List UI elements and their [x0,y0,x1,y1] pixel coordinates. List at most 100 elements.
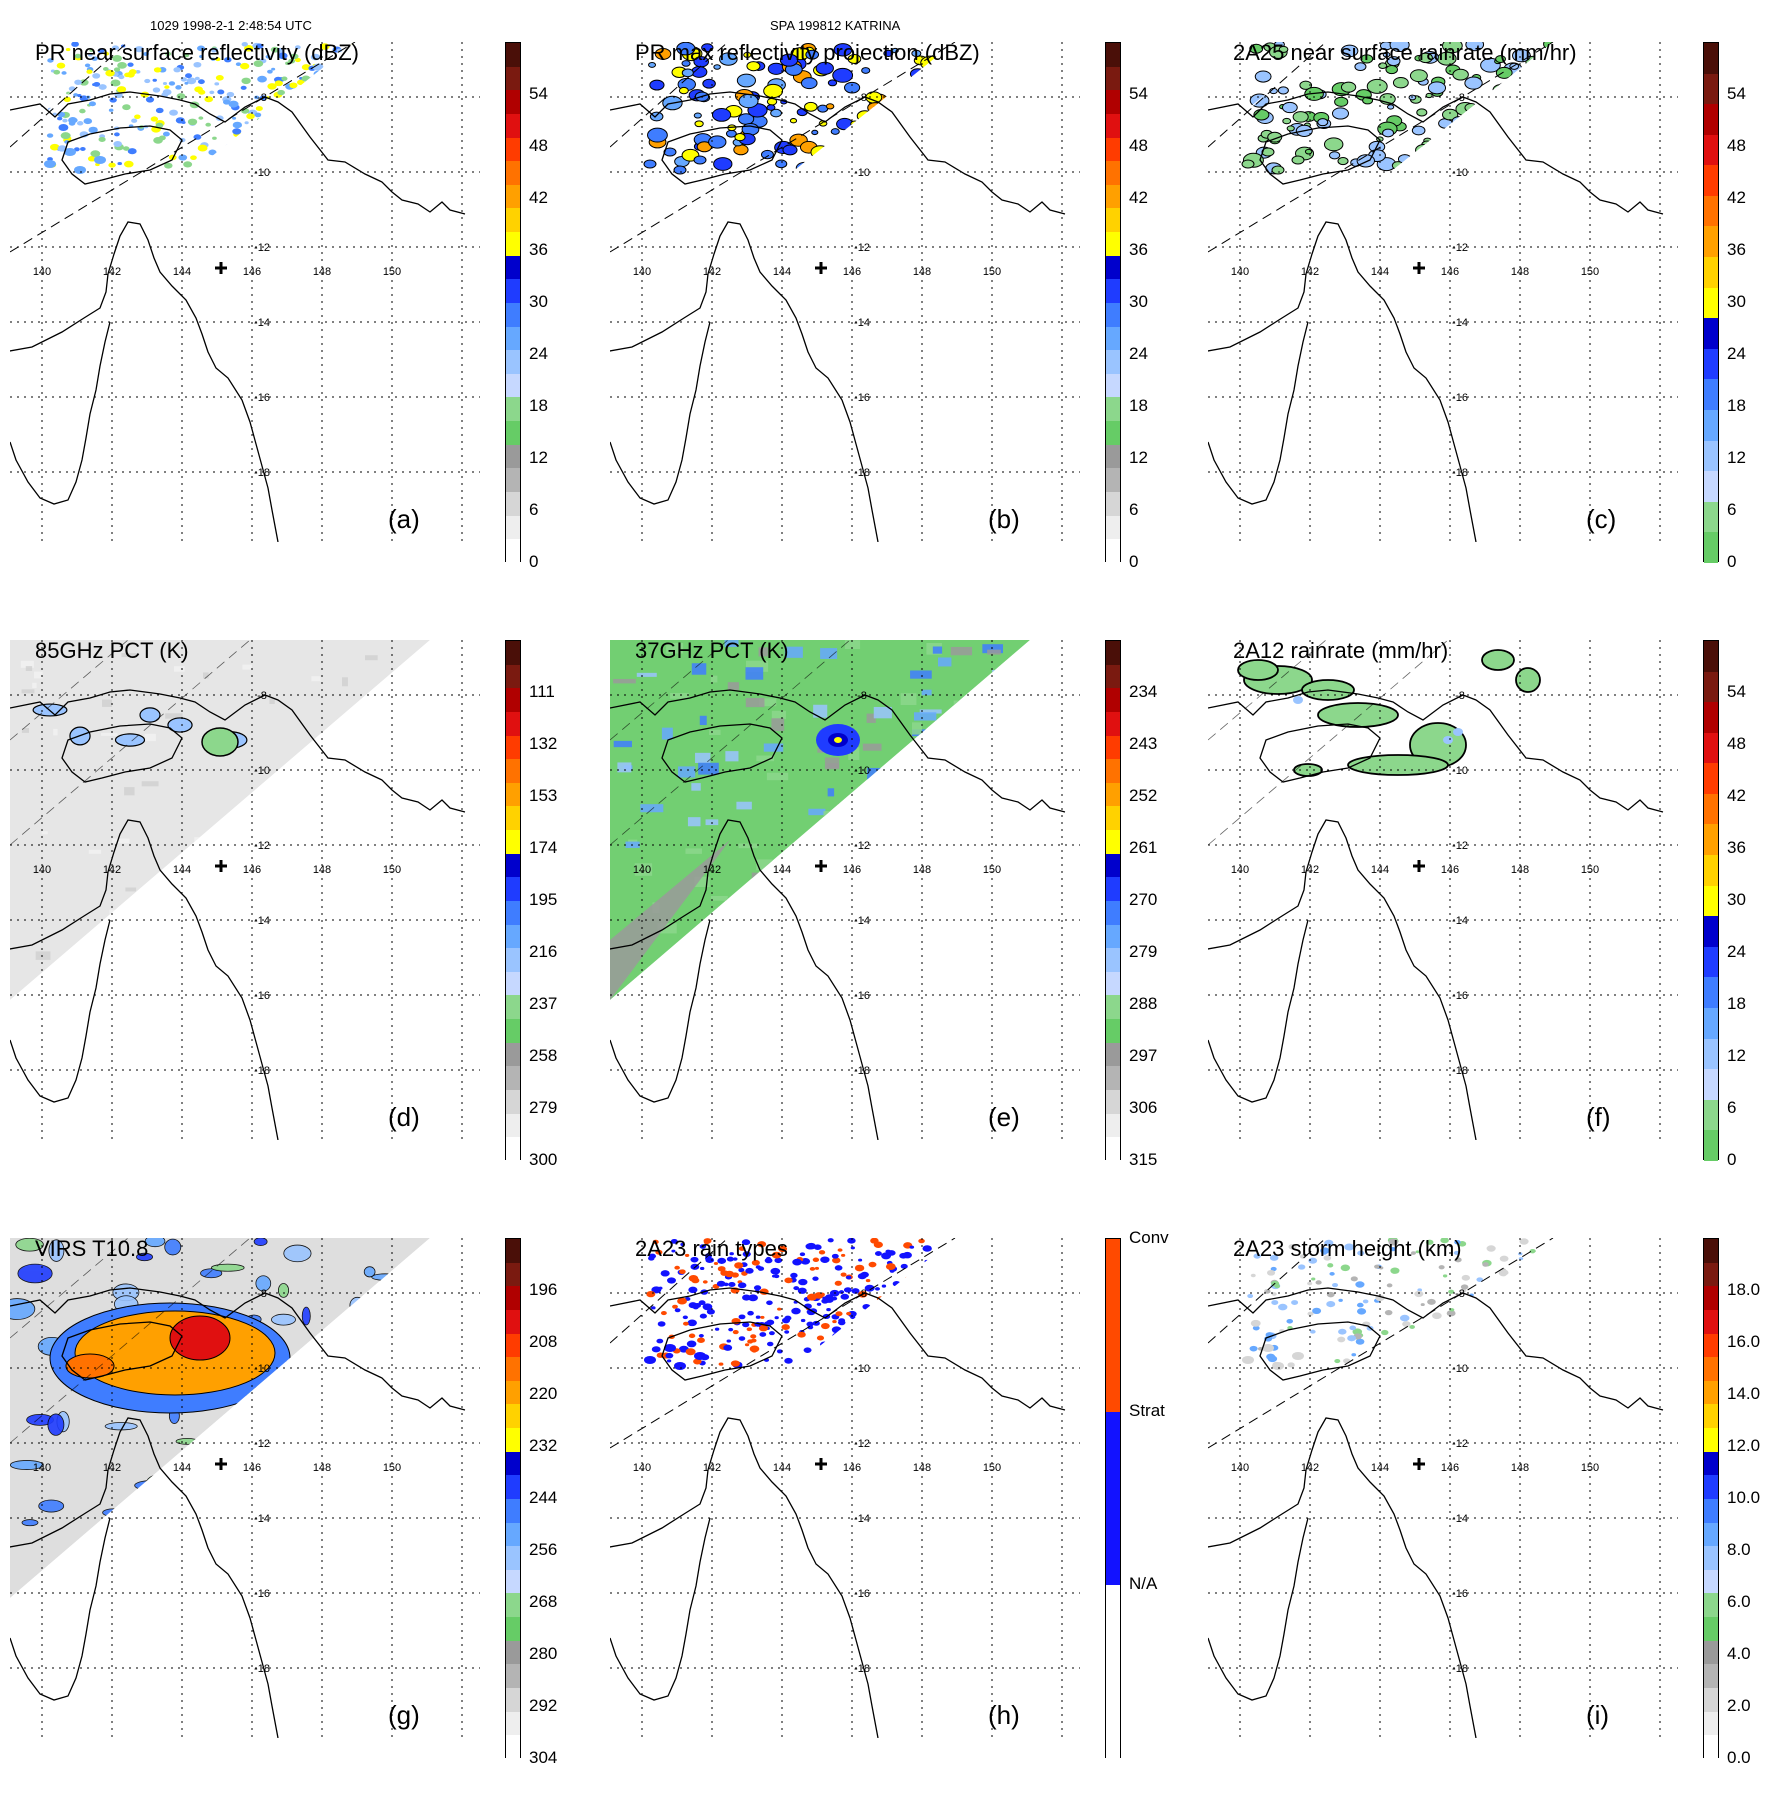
colorbar-segment [1704,1309,1718,1334]
colorbar-segment [1106,735,1120,760]
colorbar-tick-label: 6 [1727,500,1737,519]
coastline [1208,321,1309,505]
storm-center-marker [215,860,227,872]
lon-label: 148 [313,864,331,876]
colorbar-segment [506,1357,520,1381]
colorbar-segment [1106,444,1120,469]
colorbar-segment [1704,501,1718,533]
lon-label: 144 [1371,266,1389,278]
colorbar-segment [506,1451,520,1476]
colorbar-segment [506,1617,520,1641]
colorbar-segment [506,539,520,563]
coastline [10,1287,466,1411]
colorbar-segment [1704,1475,1718,1499]
panel-h: 140 142 144 146 148 150 -8 -10 -12 -14 -16 -18 2A23 … [610,1228,1170,1798]
colorbar-tick-label: 0 [1129,552,1139,571]
colorbar-tick-label: 306 [1129,1098,1158,1117]
colorbar-tick-label: 24 [1129,344,1148,363]
lon-label: 142 [1301,864,1319,876]
panel-letter: (h) [988,1700,1020,1730]
lat-label: -12 [254,840,270,852]
coastline [10,321,111,505]
colorbar-tick-label: 208 [529,1332,558,1351]
colorbar-segment [506,326,520,351]
lon-label: 150 [383,1462,401,1474]
colorbar-segment [506,1239,520,1263]
lat-label: -14 [854,317,870,329]
panel-g: 140 142 144 146 148 150 -8 -10 -12 -14 -16 -18 VIRS … [10,1236,570,1798]
lon-label: 146 [1441,266,1459,278]
coastline [610,1287,1066,1411]
coastline [610,689,1066,813]
lat-label: -18 [854,1663,870,1675]
colorbar-tick-label: 54 [1727,682,1746,701]
lat-label: -10 [254,1363,270,1375]
lat-label: -18 [1452,1065,1468,1077]
map-f: 140 142 144 146 148 150 -8 -10 -12 -14 -16 -18 [1208,640,1678,1140]
colorbar-segment [1106,853,1120,878]
colorbar-segment [1704,1593,1718,1617]
colorbar-segment [1704,1357,1718,1381]
colorbar-tick-label: 237 [529,994,558,1013]
lat-label: -14 [254,1513,270,1525]
colorbar-segment [506,1042,520,1067]
coastline [1208,919,1309,1103]
colorbar-segment [506,232,520,256]
colorbar-segment [1704,1451,1718,1476]
colorbar-segment [506,1498,520,1523]
colorbar-segment [1704,793,1718,825]
storm-center-marker [215,1458,227,1470]
map-b: 140 142 144 146 148 150 -8 -10 -12 -14 -16 -18 [610,42,1080,542]
colorbar-segment [1106,971,1120,996]
lon-label: 148 [913,864,931,876]
colorbar-segment [1704,348,1718,380]
coastline [1259,723,1381,783]
colorbar-segment [1704,1522,1718,1547]
colorbar [505,640,521,1161]
colorbar [1105,640,1121,1161]
lat-label: -12 [854,1438,870,1450]
colorbar-segment [506,1735,520,1759]
colorbar-segment [506,853,520,878]
coastline [1208,819,1477,1140]
colorbar-tick-label: 261 [1129,838,1158,857]
lon-label: 142 [703,864,721,876]
colorbar-segment [506,184,520,209]
colorbar-segment [506,1380,520,1405]
colorbar-segment [506,782,520,807]
colorbar-tick-label: 4.0 [1727,1644,1751,1663]
lat-label: -18 [254,1065,270,1077]
colorbar-tick-label: 258 [529,1046,558,1065]
colorbar-tick-label: 36 [1727,838,1746,857]
lon-label: 144 [1371,1462,1389,1474]
colorbar-tick-label: 292 [529,1696,558,1715]
colorbar-segment [506,515,520,540]
colorbar-segment [1106,515,1120,540]
lon-label: 142 [1301,266,1319,278]
colorbar-segment [506,255,520,280]
lon-label: 148 [1511,1462,1529,1474]
colorbar-tick-label: 18.0 [1727,1280,1761,1299]
colorbar-tick-label: 216 [529,942,558,961]
colorbar-segment [506,1428,520,1452]
colorbar-segment [506,491,520,516]
colorbar-segment [1106,539,1120,563]
lat-label: -10 [854,1363,870,1375]
coastline [10,919,111,1103]
lat-label: -10 [854,765,870,777]
colorbar-segment [1704,855,1718,886]
lon-label: 150 [983,864,1001,876]
lon-label: 148 [313,266,331,278]
colorbar-segment [1106,759,1120,783]
lat-label: -8 [257,690,267,702]
colorbar-tick-label: 54 [1727,84,1746,103]
colorbar-tick-label: Strat [1129,1401,1165,1420]
colorbar-tick-label: 0 [529,552,539,571]
colorbar-segment [1106,688,1120,712]
lat-label: -10 [854,167,870,179]
colorbar-segment [506,1569,520,1594]
colorbar-segment [1106,66,1120,91]
lat-label: -16 [254,1588,270,1600]
colorbar-segment [506,1019,520,1043]
colorbar-tick-label: 48 [1727,734,1746,753]
